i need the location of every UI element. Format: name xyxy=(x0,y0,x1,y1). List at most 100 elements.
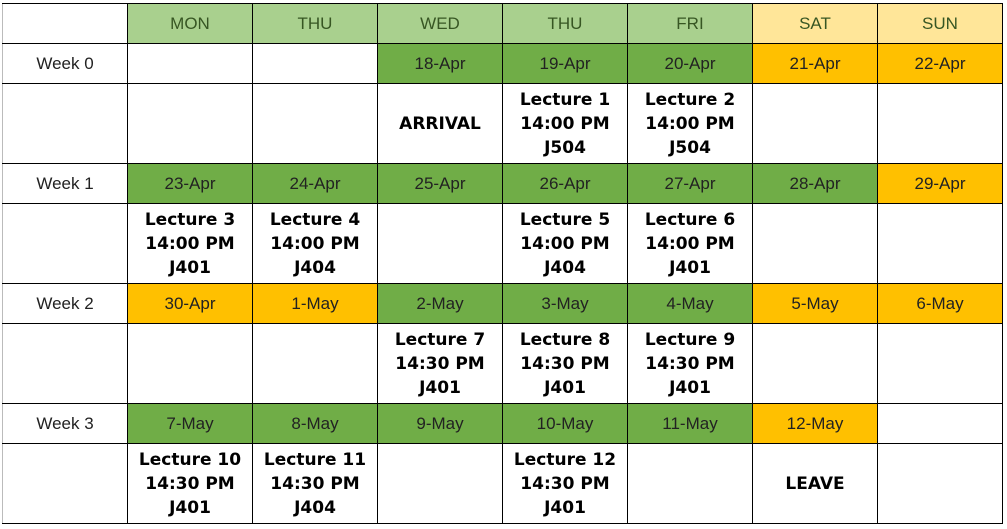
date-cell[interactable]: 25-Apr xyxy=(377,163,503,204)
event-line: Lecture 11 xyxy=(263,449,367,470)
blank-cell[interactable] xyxy=(2,443,128,524)
event-line: Lecture 5 xyxy=(519,209,611,230)
corner-cell[interactable] xyxy=(2,3,128,44)
event-cell[interactable]: Lecture 8 14:30 PM J401 xyxy=(502,323,628,404)
date-cell[interactable] xyxy=(877,403,1003,444)
event-cell[interactable]: Lecture 2 14:00 PM J504 xyxy=(627,83,753,164)
event-line: Lecture 12 xyxy=(513,449,617,470)
date-cell[interactable]: 23-Apr xyxy=(127,163,253,204)
date-cell[interactable]: 7-May xyxy=(127,403,253,444)
date-cell[interactable]: 21-Apr xyxy=(752,43,878,84)
date-cell[interactable]: 24-Apr xyxy=(252,163,378,204)
event-cell[interactable]: Lecture 5 14:00 PM J404 xyxy=(502,203,628,284)
event-cell[interactable]: Lecture 12 14:30 PM J401 xyxy=(502,443,628,524)
date-cell[interactable]: 5-May xyxy=(752,283,878,324)
date-cell[interactable]: 12-May xyxy=(752,403,878,444)
date-cell[interactable]: 30-Apr xyxy=(127,283,253,324)
event-line: 14:30 PM xyxy=(520,473,610,494)
date-cell[interactable]: 10-May xyxy=(502,403,628,444)
date-cell[interactable]: 26-Apr xyxy=(502,163,628,204)
date-cell[interactable]: 4-May xyxy=(627,283,753,324)
event-line: Lecture 10 xyxy=(138,449,242,470)
event-line: 14:00 PM xyxy=(270,233,360,254)
event-line: 14:30 PM xyxy=(395,353,485,374)
event-line: 14:30 PM xyxy=(645,353,735,374)
date-cell[interactable]: 9-May xyxy=(377,403,503,444)
event-cell[interactable] xyxy=(627,443,753,524)
schedule-table: MON THU WED THU FRI SAT SUN Week 0 18-Apr 19-Apr 2… xyxy=(2,3,1003,524)
date-cell[interactable]: 8-May xyxy=(252,403,378,444)
header-row: MON THU WED THU FRI SAT SUN xyxy=(2,3,1003,44)
date-cell[interactable]: 1-May xyxy=(252,283,378,324)
event-line: Lecture 2 xyxy=(644,89,736,110)
event-line: ARRIVAL xyxy=(399,113,481,134)
event-line: J401 xyxy=(419,377,461,398)
event-cell[interactable] xyxy=(752,83,878,164)
event-cell[interactable] xyxy=(752,203,878,284)
event-cell[interactable]: Lecture 7 14:30 PM J401 xyxy=(377,323,503,404)
date-cell[interactable] xyxy=(252,43,378,84)
blank-cell[interactable] xyxy=(2,83,128,164)
blank-cell[interactable] xyxy=(2,203,128,284)
week-label[interactable]: Week 2 xyxy=(2,283,128,324)
date-cell[interactable]: 28-Apr xyxy=(752,163,878,204)
blank-cell[interactable] xyxy=(2,323,128,404)
date-cell[interactable]: 18-Apr xyxy=(377,43,503,84)
event-cell[interactable]: LEAVE xyxy=(752,443,878,524)
day-header[interactable]: THU xyxy=(502,3,628,44)
date-cell[interactable]: 11-May xyxy=(627,403,753,444)
event-cell[interactable]: Lecture 10 14:30 PM J401 xyxy=(127,443,253,524)
event-cell[interactable]: Lecture 11 14:30 PM J404 xyxy=(252,443,378,524)
day-header[interactable]: MON xyxy=(127,3,253,44)
week-label[interactable]: Week 1 xyxy=(2,163,128,204)
event-cell[interactable] xyxy=(127,83,253,164)
date-cell[interactable]: 22-Apr xyxy=(877,43,1003,84)
event-cell[interactable]: Lecture 9 14:30 PM J401 xyxy=(627,323,753,404)
event-cell[interactable] xyxy=(877,203,1003,284)
date-cell[interactable]: 19-Apr xyxy=(502,43,628,84)
event-line: Lecture 6 xyxy=(644,209,736,230)
event-cell[interactable] xyxy=(127,323,253,404)
event-line: Lecture 3 xyxy=(144,209,236,230)
date-cell[interactable]: 20-Apr xyxy=(627,43,753,84)
events-row: ARRIVAL Lecture 1 14:00 PM J504 Lecture 2 14:… xyxy=(2,83,1003,164)
event-cell[interactable] xyxy=(252,83,378,164)
event-line: J401 xyxy=(544,497,586,518)
event-line: 14:00 PM xyxy=(145,233,235,254)
event-cell[interactable]: Lecture 6 14:00 PM J401 xyxy=(627,203,753,284)
day-header[interactable]: FRI xyxy=(627,3,753,44)
event-cell[interactable] xyxy=(877,323,1003,404)
date-cell[interactable]: 3-May xyxy=(502,283,628,324)
event-line: J404 xyxy=(294,497,336,518)
event-cell[interactable] xyxy=(752,323,878,404)
day-header[interactable]: SUN xyxy=(877,3,1003,44)
day-header[interactable]: WED xyxy=(377,3,503,44)
date-cell[interactable]: 2-May xyxy=(377,283,503,324)
event-line: 14:30 PM xyxy=(270,473,360,494)
event-cell[interactable] xyxy=(877,443,1003,524)
event-line: Lecture 1 xyxy=(519,89,611,110)
week-row: Week 3 7-May 8-May 9-May 10-May 11-May 12-May xyxy=(2,403,1003,444)
event-line: Lecture 7 xyxy=(394,329,486,350)
event-cell[interactable]: ARRIVAL xyxy=(377,83,503,164)
event-line: J504 xyxy=(669,137,711,158)
day-header[interactable]: SAT xyxy=(752,3,878,44)
event-cell[interactable]: Lecture 4 14:00 PM J404 xyxy=(252,203,378,284)
event-line: J401 xyxy=(169,257,211,278)
event-cell[interactable] xyxy=(377,443,503,524)
week-row: Week 0 18-Apr 19-Apr 20-Apr 21-Apr 22-Apr xyxy=(2,43,1003,84)
event-line: Lecture 4 xyxy=(269,209,361,230)
event-cell[interactable] xyxy=(252,323,378,404)
week-label[interactable]: Week 3 xyxy=(2,403,128,444)
date-cell[interactable]: 27-Apr xyxy=(627,163,753,204)
day-header[interactable]: THU xyxy=(252,3,378,44)
week-label[interactable]: Week 0 xyxy=(2,43,128,84)
event-cell[interactable]: Lecture 1 14:00 PM J504 xyxy=(502,83,628,164)
date-cell[interactable]: 6-May xyxy=(877,283,1003,324)
event-line: J404 xyxy=(544,257,586,278)
event-cell[interactable]: Lecture 3 14:00 PM J401 xyxy=(127,203,253,284)
event-cell[interactable] xyxy=(877,83,1003,164)
date-cell[interactable]: 29-Apr xyxy=(877,163,1003,204)
event-cell[interactable] xyxy=(377,203,503,284)
date-cell[interactable] xyxy=(127,43,253,84)
